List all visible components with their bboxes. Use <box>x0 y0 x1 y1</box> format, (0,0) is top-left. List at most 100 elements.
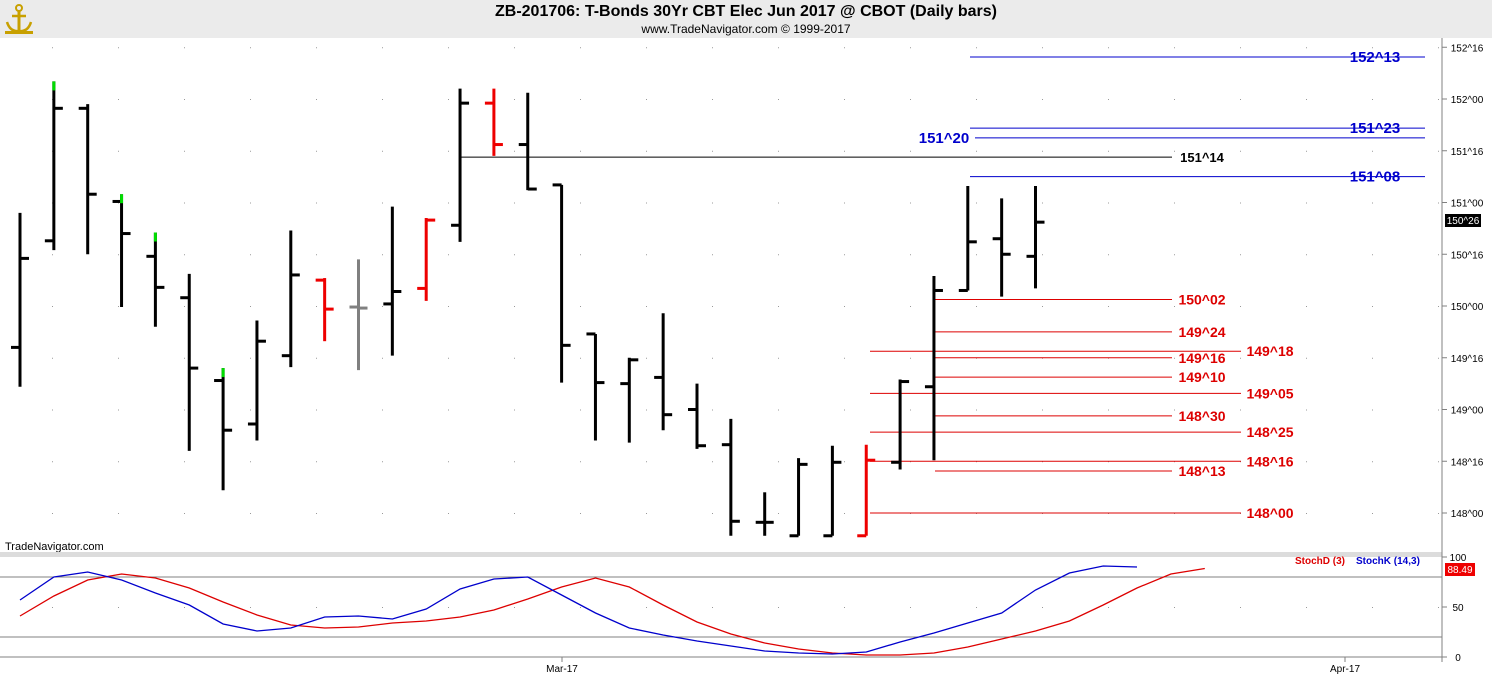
grid-dot <box>250 306 251 307</box>
grid-dot <box>580 409 581 411</box>
price-tick-label: 149^00 <box>1451 406 1484 417</box>
grid-dot <box>316 306 317 307</box>
grid-dot <box>976 254 977 256</box>
grid-dot <box>514 47 515 49</box>
stoch-grid-dot <box>52 607 53 608</box>
stoch-grid-dot <box>118 607 119 608</box>
grid-dot <box>1174 254 1175 256</box>
ohlc-bar <box>586 332 605 441</box>
grid-dot <box>1306 202 1307 204</box>
grid-dot <box>52 254 53 256</box>
grid-dot <box>844 306 845 307</box>
stoch-grid-dot <box>514 607 515 608</box>
grid-dot <box>712 254 713 256</box>
grid-dot <box>580 357 581 359</box>
grid-dot <box>184 99 185 100</box>
grid-dot <box>712 306 713 307</box>
grid-dot <box>1174 150 1175 152</box>
grid-dot <box>1306 409 1307 411</box>
grid-dot <box>844 47 845 49</box>
grid-dot <box>910 47 911 49</box>
grid-dot <box>250 513 251 514</box>
grid-dot <box>514 202 515 204</box>
grid-dot <box>1372 47 1373 49</box>
grid-dot <box>910 306 911 307</box>
level-label: 149^18 <box>1246 343 1293 359</box>
grid-dot <box>910 150 911 152</box>
grid-dot <box>1174 202 1175 204</box>
key-price-levels <box>460 56 1425 514</box>
price-tick-label: 150^00 <box>1451 302 1484 313</box>
grid-dot <box>382 150 383 152</box>
grid-dot <box>514 254 515 256</box>
grid-dot <box>1438 99 1439 100</box>
grid-dot <box>646 202 647 204</box>
grid-dot <box>382 357 383 359</box>
grid-dot <box>448 150 449 152</box>
grid-dot <box>1306 461 1307 463</box>
grid-dot <box>712 47 713 49</box>
grid-dot <box>1306 150 1307 152</box>
grid-dot <box>1372 202 1373 204</box>
level-label: 149^05 <box>1246 385 1293 401</box>
grid-dot <box>514 461 515 463</box>
grid-dot <box>646 513 647 514</box>
grid-dot <box>1438 202 1439 204</box>
price-axis-ticks: 152^16 152^00 151^16 151^00 150^16 150^00 149^… <box>1442 43 1484 520</box>
stoch-grid-dot <box>1174 607 1175 608</box>
grid-dot <box>910 254 911 256</box>
grid-dot <box>1306 254 1307 256</box>
grid-dot <box>448 47 449 49</box>
grid-dot <box>1372 409 1373 411</box>
stoch-grid-dot <box>712 607 713 608</box>
stoch-grid-dot <box>382 607 383 608</box>
grid-dot <box>976 47 977 49</box>
price-tick-label: 148^16 <box>1451 457 1484 468</box>
grid-dot <box>316 513 317 514</box>
price-tick-label: 151^16 <box>1451 147 1484 158</box>
ohlc-bars <box>11 81 1045 538</box>
level-label: 151^08 <box>1350 169 1400 186</box>
stoch-line <box>19 567 1205 656</box>
grid-dot <box>646 357 647 359</box>
grid-dot <box>1042 202 1043 204</box>
grid-dot <box>52 306 53 307</box>
grid-dot <box>1438 150 1439 152</box>
grid-dot <box>316 254 317 256</box>
grid-dot <box>382 202 383 204</box>
grid-dot <box>1108 202 1109 204</box>
stoch-grid-dot <box>976 607 977 608</box>
grid-dot <box>844 254 845 256</box>
grid-dot <box>1372 306 1373 307</box>
grid-dot <box>778 357 779 359</box>
grid-dot <box>250 254 251 256</box>
stoch-grid-dot <box>910 607 911 608</box>
legend-stochd: StochD (3) <box>1295 556 1345 567</box>
grid-dot <box>1174 306 1175 307</box>
grid-dot <box>184 409 185 411</box>
grid-dot <box>1108 409 1109 411</box>
grid-dot <box>976 409 977 411</box>
stoch-grid-dot <box>316 607 317 608</box>
stoch-grid-dot <box>184 607 185 608</box>
grid-dot <box>1108 99 1109 100</box>
grid-dot <box>1174 357 1175 359</box>
last-stoch-badge <box>1445 563 1475 576</box>
grid-dot <box>448 99 449 100</box>
grid-dot <box>184 306 185 307</box>
stoch-grid-dot <box>1372 607 1373 608</box>
grid-dot <box>118 202 119 204</box>
grid-dot <box>1108 47 1109 49</box>
grid-dot <box>316 409 317 411</box>
grid-dot <box>778 150 779 152</box>
grid-dot <box>1240 357 1241 359</box>
stoch-grid-dot <box>844 607 845 608</box>
grid-dot <box>910 357 911 359</box>
grid-dot <box>1240 254 1241 256</box>
grid-dot <box>1174 99 1175 100</box>
stoch-grid-dot <box>778 607 779 608</box>
grid-dot <box>646 150 647 152</box>
grid-dot <box>580 202 581 204</box>
price-tick-label: 152^16 <box>1451 43 1484 54</box>
last-stoch-label: 88.49 <box>1447 565 1472 576</box>
